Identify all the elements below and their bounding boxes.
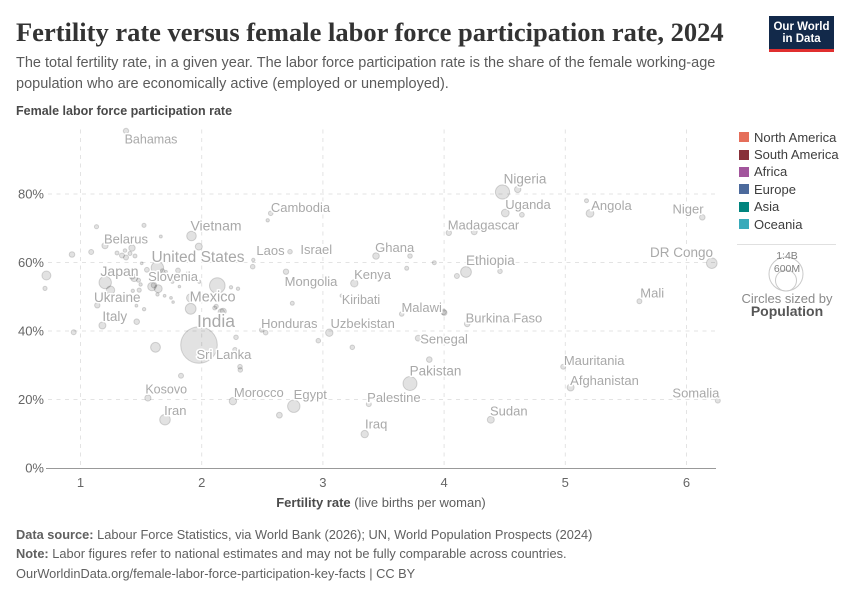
svg-text:1: 1	[77, 475, 84, 490]
svg-text:Egypt: Egypt	[294, 387, 328, 402]
svg-text:Burkina Faso: Burkina Faso	[466, 310, 543, 325]
svg-text:Israel: Israel	[300, 242, 332, 257]
svg-text:Niger: Niger	[672, 202, 704, 217]
svg-text:Vietnam: Vietnam	[190, 218, 241, 234]
svg-text:Senegal: Senegal	[420, 332, 468, 347]
svg-text:Malawi: Malawi	[401, 300, 442, 315]
svg-text:4: 4	[440, 475, 447, 490]
svg-text:Laos: Laos	[256, 243, 285, 258]
svg-text:Ethiopia: Ethiopia	[466, 253, 515, 268]
svg-text:6: 6	[683, 475, 690, 490]
svg-text:Somalia: Somalia	[672, 386, 720, 401]
svg-text:5: 5	[562, 475, 569, 490]
svg-text:Ukraine: Ukraine	[94, 290, 141, 305]
svg-text:60%: 60%	[18, 255, 44, 270]
svg-text:India: India	[197, 311, 235, 331]
svg-text:Japan: Japan	[100, 263, 138, 279]
svg-text:Fertility rate (live births pe: Fertility rate (live births per woman)	[276, 495, 486, 510]
svg-text:80%: 80%	[18, 187, 44, 202]
svg-text:Mongolia: Mongolia	[285, 274, 339, 289]
svg-text:0%: 0%	[25, 461, 44, 476]
svg-text:Bahamas: Bahamas	[125, 133, 178, 147]
svg-text:Sri Lanka: Sri Lanka	[196, 347, 252, 362]
svg-text:Pakistan: Pakistan	[410, 364, 462, 379]
svg-text:Angola: Angola	[591, 198, 632, 213]
svg-text:Mauritania: Mauritania	[564, 353, 625, 368]
svg-text:Uganda: Uganda	[505, 197, 551, 212]
svg-text:Sudan: Sudan	[490, 403, 528, 418]
svg-text:Uzbekistan: Uzbekistan	[331, 316, 395, 331]
svg-text:Belarus: Belarus	[104, 232, 149, 247]
svg-text:Nigeria: Nigeria	[504, 172, 547, 187]
svg-text:Ghana: Ghana	[375, 240, 415, 255]
svg-text:Slovenia: Slovenia	[148, 269, 199, 284]
svg-text:Palestine: Palestine	[367, 390, 420, 405]
svg-text:United States: United States	[151, 249, 244, 266]
svg-text:20%: 20%	[18, 392, 44, 407]
svg-text:3: 3	[319, 475, 326, 490]
svg-text:40%: 40%	[18, 324, 44, 339]
svg-text:Madagascar: Madagascar	[448, 218, 520, 233]
svg-text:Kosovo: Kosovo	[145, 382, 187, 396]
svg-text:Iran: Iran	[164, 403, 186, 418]
svg-text:Italy: Italy	[102, 309, 127, 324]
svg-text:DR Congo: DR Congo	[650, 245, 713, 260]
svg-text:Morocco: Morocco	[234, 385, 284, 400]
svg-text:Mexico: Mexico	[190, 290, 236, 306]
svg-text:Mali: Mali	[640, 286, 664, 301]
svg-text:Kiribati: Kiribati	[342, 293, 380, 307]
svg-text:Kenya: Kenya	[354, 267, 392, 282]
svg-text:Honduras: Honduras	[261, 316, 318, 331]
svg-text:Cambodia: Cambodia	[271, 200, 331, 215]
svg-text:Iraq: Iraq	[365, 416, 387, 431]
svg-text:2: 2	[198, 475, 205, 490]
svg-text:Afghanistan: Afghanistan	[570, 373, 639, 388]
